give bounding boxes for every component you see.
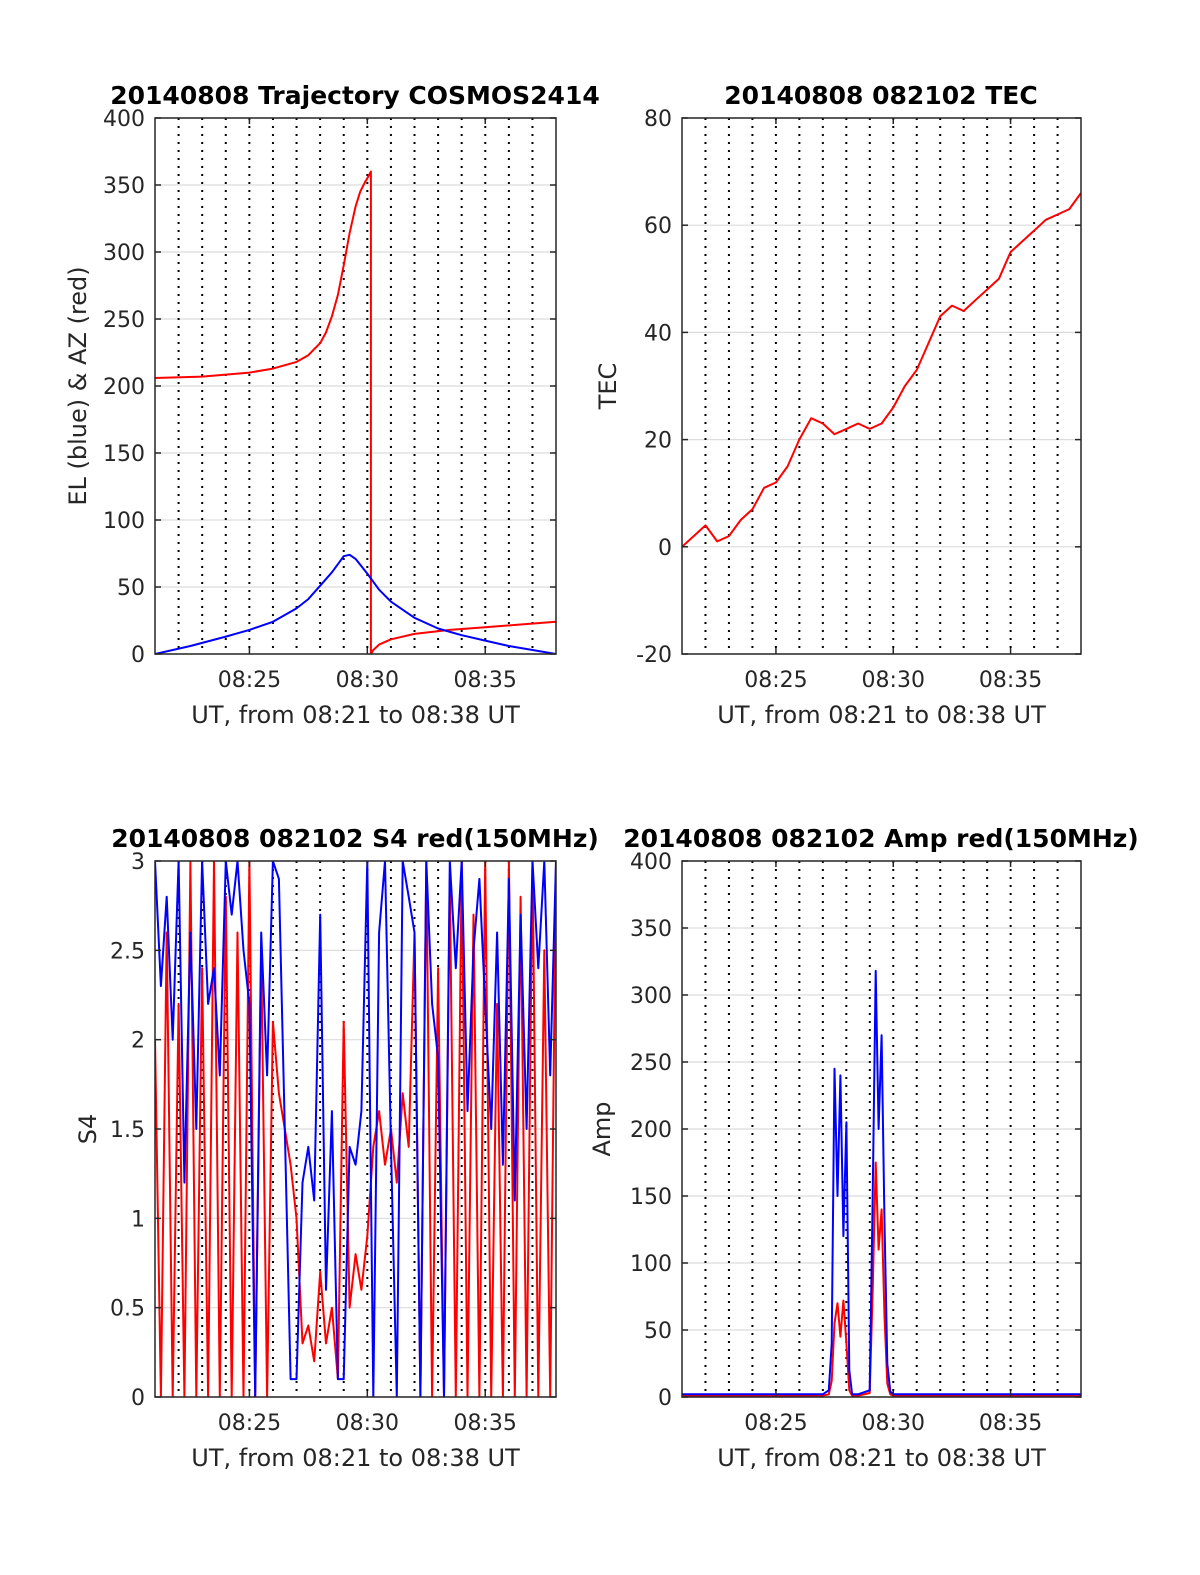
amp-panel: 0 50 100 150 200 250 300 350 400 08:25 08:30 08:35 2…: [588, 824, 1139, 1472]
series-line-0: [682, 1161, 1081, 1397]
x-tick-label: 08:25: [744, 1411, 807, 1436]
y-tick-label: 3: [131, 850, 145, 875]
y-tick-label: 1.5: [110, 1118, 145, 1143]
x-tick-label: 08:30: [336, 1411, 399, 1436]
y-tick-label: -20: [636, 643, 672, 668]
y-tick-label: 50: [644, 1319, 672, 1344]
trajectory-panel: 0 50 100 150 200 250 300 350 400 08:25 08:30 08:35 2…: [64, 81, 600, 729]
y-tick-label: 150: [103, 442, 145, 467]
x-axis-label: UT, from 08:21 to 08:38 UT: [191, 1444, 520, 1472]
y-tick-label: 150: [630, 1185, 672, 1210]
tec-panel: -20 0 20 40 60 80 08:25 08:30 08:35 20140808 0821…: [594, 81, 1082, 729]
y-tick-label: 250: [630, 1051, 672, 1076]
series-line-1: [682, 969, 1081, 1396]
x-axis-label: UT, from 08:21 to 08:38 UT: [717, 1444, 1046, 1472]
series-line-1: [155, 861, 556, 1397]
x-tick-label: 08:25: [218, 1411, 281, 1436]
s4-panel: 0 0.5 1 1.5 2 2.5 3 08:25 08:30 08:35 20140808 082…: [74, 824, 599, 1472]
y-axis-label: TEC: [594, 363, 622, 411]
x-tick-label: 08:35: [454, 668, 517, 693]
series-line-0: [155, 861, 556, 1397]
y-tick-label: 300: [103, 241, 145, 266]
chart-title: 20140808 082102 TEC: [724, 81, 1037, 110]
axes-box: [681, 117, 1082, 655]
y-tick-label: 0.5: [110, 1297, 145, 1322]
x-tick-label: 08:25: [744, 668, 807, 693]
y-tick-label: 300: [630, 984, 672, 1009]
y-tick-label: 350: [103, 174, 145, 199]
y-tick-label: 100: [103, 509, 145, 534]
y-tick-label: 200: [630, 1118, 672, 1143]
chart-title: 20140808 Trajectory COSMOS2414: [110, 81, 600, 110]
y-tick-label: 400: [630, 850, 672, 875]
x-tick-label: 08:30: [862, 1411, 925, 1436]
y-tick-label: 0: [131, 643, 145, 668]
chart-title: 20140808 082102 Amp red(150MHz): [623, 824, 1139, 853]
y-axis-label: EL (blue) & AZ (red): [64, 266, 92, 505]
x-tick-label: 08:25: [218, 668, 281, 693]
y-tick-label: 60: [644, 214, 672, 239]
x-tick-label: 08:30: [862, 668, 925, 693]
y-tick-label: 2.5: [110, 939, 145, 964]
x-axis-label: UT, from 08:21 to 08:38 UT: [717, 701, 1046, 729]
y-tick-label: 1: [131, 1207, 145, 1232]
y-tick-label: 400: [103, 107, 145, 132]
y-tick-label: 2: [131, 1029, 145, 1054]
y-tick-label: 0: [658, 536, 672, 561]
x-tick-label: 08:35: [979, 668, 1042, 693]
y-tick-label: 100: [630, 1252, 672, 1277]
x-tick-label: 08:35: [979, 1411, 1042, 1436]
y-tick-label: 350: [630, 917, 672, 942]
y-tick-label: 0: [131, 1386, 145, 1411]
series-line-0: [155, 170, 556, 654]
y-tick-label: 40: [644, 321, 672, 346]
y-tick-label: 0: [658, 1386, 672, 1411]
chart-title: 20140808 082102 S4 red(150MHz): [111, 824, 599, 853]
x-axis-label: UT, from 08:21 to 08:38 UT: [191, 701, 520, 729]
y-axis-label: S4: [74, 1114, 102, 1145]
y-tick-label: 50: [117, 576, 145, 601]
y-tick-label: 20: [644, 429, 672, 454]
y-tick-label: 200: [103, 375, 145, 400]
series-line-0: [682, 192, 1081, 548]
y-tick-label: 250: [103, 308, 145, 333]
series-line-1: [155, 553, 556, 654]
x-tick-label: 08:35: [454, 1411, 517, 1436]
y-axis-label: Amp: [588, 1101, 616, 1156]
y-tick-label: 80: [644, 107, 672, 132]
x-tick-label: 08:30: [336, 668, 399, 693]
